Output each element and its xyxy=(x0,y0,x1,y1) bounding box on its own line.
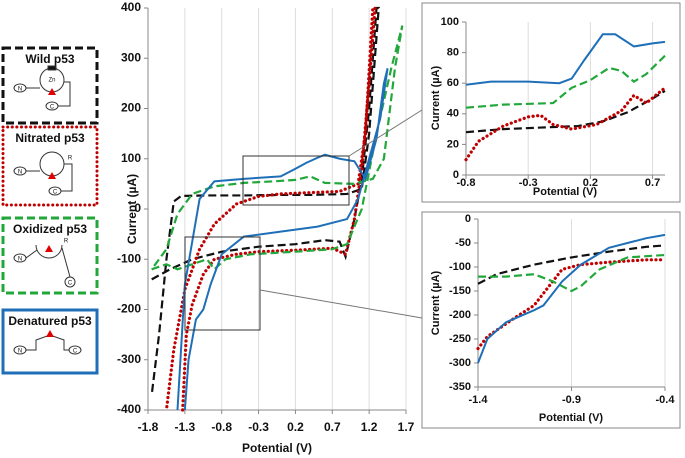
x-axis-title: Potential (V) xyxy=(533,186,598,198)
icon-label: N xyxy=(18,170,22,176)
chart: -0.8 -0.3 0.2 0.7 0 20 40 60 80 100 Current (µA) Po… xyxy=(430,16,667,198)
chart: -1.4 -0.9 -0.4 -350 -300 -250 -200 -150 -100 -50 0… xyxy=(430,213,675,424)
legend-box xyxy=(1,308,99,375)
y-tick-label: 400 xyxy=(121,0,141,14)
data-line xyxy=(150,25,404,271)
y-tick-label: 40 xyxy=(447,108,459,120)
x-axis-title: Potential (V) xyxy=(242,441,312,455)
y-tick-label: -150 xyxy=(449,285,471,297)
x-tick-label: -0.3 xyxy=(248,420,269,434)
y-tick-label: 20 xyxy=(447,138,459,150)
y-tick-label: 0 xyxy=(453,169,459,181)
legend-label: Oxidized p53 xyxy=(13,222,87,236)
x-tick-label: -0.3 xyxy=(519,177,538,189)
legend-box xyxy=(1,125,99,207)
x-tick-label: -1.4 xyxy=(469,394,489,406)
x-tick-label: 0.7 xyxy=(324,420,341,434)
x-tick-label: -0.9 xyxy=(562,394,581,406)
inset-frame xyxy=(421,211,681,429)
x-tick-label: 1.7 xyxy=(398,420,415,434)
y-tick-label: 0 xyxy=(134,201,141,215)
zoom-connector xyxy=(348,109,423,157)
x-tick-label: 0.7 xyxy=(645,177,660,189)
x-tick-label: -1.8 xyxy=(138,420,159,434)
icon-label: Zn xyxy=(48,78,55,84)
y-axis-title: Current (µA) xyxy=(125,174,139,244)
x-tick-label: -0.8 xyxy=(211,420,232,434)
y-tick-label: 0 xyxy=(465,213,471,225)
legend-label: Denatured p53 xyxy=(8,314,92,328)
y-tick-label: -200 xyxy=(449,309,471,321)
icon-label: N xyxy=(18,257,22,263)
legend-label: Wild p53 xyxy=(25,52,75,66)
zoom-box xyxy=(242,155,350,206)
legend-label: Nitrated p53 xyxy=(15,131,85,145)
y-tick-label: -100 xyxy=(117,251,141,265)
icon-label: C xyxy=(53,190,58,196)
data-line xyxy=(150,6,380,396)
y-tick-label: 60 xyxy=(447,77,459,89)
y-tick-label: 100 xyxy=(121,151,141,165)
x-axis-title: Potential (V) xyxy=(539,412,604,424)
icon-label: C xyxy=(68,281,73,287)
legend-box xyxy=(1,46,99,125)
y-tick-label: 100 xyxy=(441,16,459,28)
icon-label: R xyxy=(64,239,69,245)
icon-label: R xyxy=(68,156,73,162)
data-line xyxy=(465,33,666,86)
data-line xyxy=(465,54,666,109)
icon-label: C xyxy=(50,105,55,111)
x-tick-label: 0.2 xyxy=(287,420,304,434)
chart: -1.8 -1.3 -0.8 -0.3 0.2 0.7 1.2 1.7 -400 -300 -200… xyxy=(117,0,415,455)
icons xyxy=(13,65,82,355)
y-tick-label: 300 xyxy=(121,50,141,64)
x-tick-label: 1.2 xyxy=(361,420,378,434)
y-tick-label: -200 xyxy=(117,302,141,316)
data-line xyxy=(176,68,389,411)
icon-label: N xyxy=(18,87,22,93)
y-tick-label: 80 xyxy=(447,47,459,59)
y-tick-label: -250 xyxy=(449,333,471,345)
icon-label: C xyxy=(73,349,78,355)
x-tick-label: -0.8 xyxy=(457,177,476,189)
icon-label: N xyxy=(18,349,22,355)
data-line xyxy=(477,244,666,285)
data-line xyxy=(164,6,377,412)
inset-frame xyxy=(421,2,681,203)
data-line xyxy=(478,253,666,293)
x-tick-label: -0.4 xyxy=(656,394,676,406)
legend-box xyxy=(1,216,99,295)
y-tick-label: -350 xyxy=(449,381,471,393)
y-tick-label: -400 xyxy=(117,402,141,416)
y-tick-label: 200 xyxy=(121,101,141,115)
data-line xyxy=(465,89,666,134)
x-tick-label: 0.2 xyxy=(583,177,598,189)
zoom-box xyxy=(184,236,261,331)
y-tick-label: -300 xyxy=(117,352,141,366)
data-line xyxy=(477,233,666,364)
x-tick-label: -1.3 xyxy=(175,420,196,434)
y-axis-title: Current (µA) xyxy=(430,270,442,335)
y-tick-label: -300 xyxy=(449,357,471,369)
y-axis-title: Current (µA) xyxy=(430,65,442,130)
y-tick-label: -100 xyxy=(449,261,471,273)
zoom-connector xyxy=(259,289,423,319)
y-tick-label: -50 xyxy=(455,237,471,249)
data-line xyxy=(464,86,667,162)
